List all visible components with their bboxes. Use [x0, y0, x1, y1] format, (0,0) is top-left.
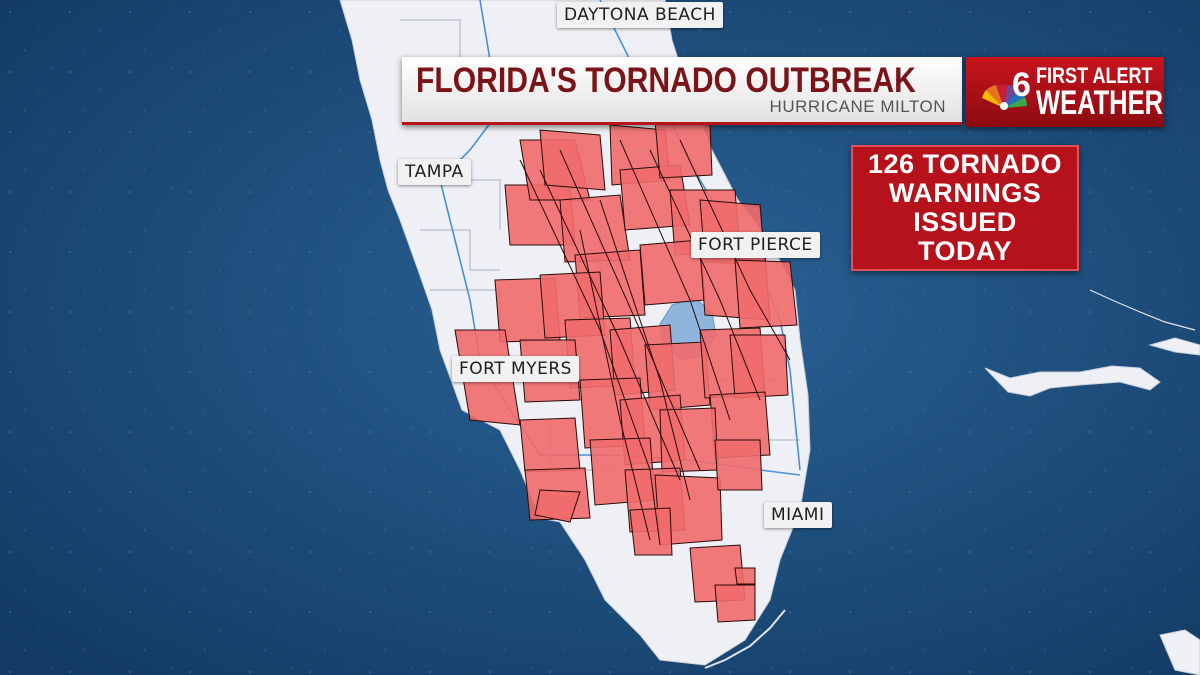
title-banner: FLORIDA'S TORNADO OUTBREAK HURRICANE MIL…	[402, 57, 962, 125]
bahamas-shore	[1089, 289, 1196, 331]
city-label-miami: MIAMI	[764, 502, 832, 528]
warning-polygon	[659, 407, 719, 473]
warning-polygon	[654, 119, 713, 179]
bahamas-island-east	[1148, 337, 1200, 356]
bahamas-island-south	[1159, 629, 1200, 675]
city-label-daytona-beach: DAYTONA BEACH	[557, 2, 723, 28]
logo-first-alert: FIRST ALERT	[1036, 63, 1153, 88]
warning-line: TODAY	[917, 236, 1013, 266]
warning-polygon	[534, 489, 581, 523]
warning-polygon	[714, 584, 756, 623]
channel-number: 6	[1012, 66, 1031, 104]
bahamas-island	[984, 365, 1161, 397]
florida-keys	[704, 609, 786, 669]
city-label-tampa: TAMPA	[398, 159, 471, 185]
warning-line: WARNINGS	[888, 178, 1042, 208]
warning-track-lines	[519, 139, 791, 546]
tornado-warning-polygons	[454, 119, 798, 623]
warning-polygon	[714, 439, 763, 491]
tornado-warnings-box: 126 TORNADO WARNINGS ISSUED TODAY	[851, 145, 1079, 271]
warning-line: 126 TORNADO	[867, 149, 1063, 179]
headline-title: FLORIDA'S TORNADO OUTBREAK	[416, 61, 916, 100]
warning-line: ISSUED	[913, 207, 1017, 237]
city-label-fort-pierce: FORT PIERCE	[691, 232, 820, 258]
station-logo: 6 FIRST ALERT WEATHER	[966, 57, 1164, 127]
headline-subtitle: HURRICANE MILTON	[769, 97, 946, 116]
peacock-icon: 6	[982, 66, 1031, 110]
city-label-fort-myers: FORT MYERS	[452, 356, 579, 382]
warning-polygon	[734, 567, 756, 585]
warning-polygon	[734, 259, 798, 329]
warning-polygon	[519, 417, 581, 473]
warning-polygon	[539, 129, 606, 191]
logo-weather: WEATHER	[1036, 84, 1164, 122]
warning-polygon	[729, 334, 789, 399]
warning-polygon	[629, 507, 673, 556]
warning-polygon	[644, 341, 711, 411]
